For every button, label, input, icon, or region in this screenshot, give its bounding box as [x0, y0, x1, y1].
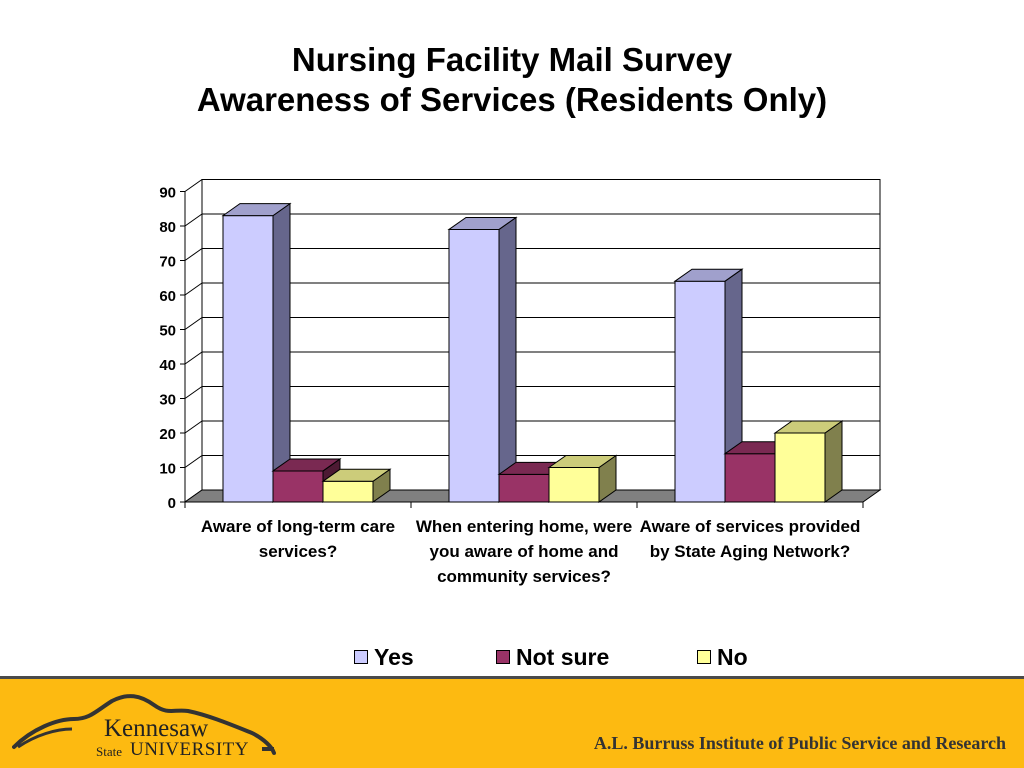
- plot-back-wall: [201, 179, 881, 491]
- bar-0-0-side: [272, 202, 291, 503]
- y-tick-label: 0: [168, 495, 176, 512]
- chart-title: Nursing Facility Mail Survey Awareness o…: [0, 40, 1024, 120]
- gridline-side: [184, 248, 203, 261]
- legend-swatch-no: [697, 650, 711, 664]
- bar-chart: 0 10 20 30 40 50 60 70 80 90: [159, 179, 882, 512]
- gridline-side: [184, 455, 203, 468]
- university-logo: Kennesaw State UNIVERSITY: [12, 689, 282, 767]
- legend-label-no: No: [717, 643, 748, 670]
- footer-bar: Kennesaw State UNIVERSITY A.L. Burruss I…: [0, 676, 1024, 768]
- bar-0-0-top: [221, 203, 292, 217]
- category-label-0: Aware of long-term care services?: [200, 517, 396, 561]
- legend-label-not-sure: Not sure: [516, 643, 610, 670]
- gridline-side: [184, 282, 203, 296]
- gridline-side: [184, 179, 203, 192]
- chart-title-line1: Nursing Facility Mail Survey: [291, 41, 733, 78]
- bar-2-0-front: [322, 480, 374, 503]
- y-tick-label: 30: [159, 392, 176, 409]
- bar-2-2-front: [774, 432, 826, 503]
- institute-name: A.L. Burruss Institute of Public Service…: [593, 733, 1006, 753]
- logo-name-text: Kennesaw: [104, 715, 209, 742]
- legend-item-no: No: [697, 642, 748, 672]
- bar-2-2-top: [773, 420, 844, 434]
- legend-label-yes: Yes: [374, 643, 414, 670]
- logo-university-text: UNIVERSITY: [130, 739, 249, 760]
- legend-swatch-yes: [354, 650, 368, 664]
- category-label-1: When entering home, were you aware of ho…: [415, 517, 633, 586]
- chart-legend: Yes Not sure No: [0, 642, 1024, 672]
- legend-swatch-not-sure: [496, 650, 510, 664]
- bar-0-1-top: [447, 216, 518, 230]
- bar-1-0-top: [271, 458, 342, 472]
- bar-1-0-front: [272, 470, 324, 503]
- y-tick-label: 90: [159, 185, 176, 202]
- mountain-logo-icon: [12, 694, 276, 755]
- gridline-side: [184, 213, 203, 227]
- gridline-side: [184, 317, 203, 330]
- y-tick-label: 20: [159, 426, 176, 443]
- bar-0-0-front: [222, 215, 274, 503]
- gridline-side: [184, 420, 203, 434]
- y-tick-label: 70: [159, 254, 176, 271]
- gridline-side: [184, 386, 203, 399]
- bar-0-2-top: [673, 268, 744, 282]
- y-tick-label: 40: [159, 357, 176, 374]
- bar-2-1-front: [548, 467, 600, 503]
- chart-title-line2: Awareness of Services (Residents Only): [196, 81, 828, 118]
- bar-0-1-side: [498, 216, 517, 503]
- bar-2-1-top: [547, 455, 618, 468]
- logo-state-text: State: [96, 744, 122, 759]
- bar-2-2-side: [824, 420, 843, 503]
- legend-item-not-sure: Not sure: [496, 642, 609, 672]
- bar-1-1-front: [498, 473, 550, 503]
- y-tick-label: 80: [159, 219, 176, 236]
- y-tick-label: 10: [159, 461, 176, 478]
- bar-0-1-front: [448, 228, 500, 503]
- bar-0-2-front: [674, 280, 726, 503]
- bar-2-0-top: [321, 468, 392, 482]
- gridline-side: [184, 351, 203, 365]
- y-tick-label: 50: [159, 323, 176, 340]
- category-label-2: Aware of services provided by State Agin…: [639, 517, 861, 561]
- y-tick-label: 60: [159, 288, 176, 305]
- bar-1-2-front: [724, 453, 776, 503]
- legend-item-yes: Yes: [354, 642, 414, 672]
